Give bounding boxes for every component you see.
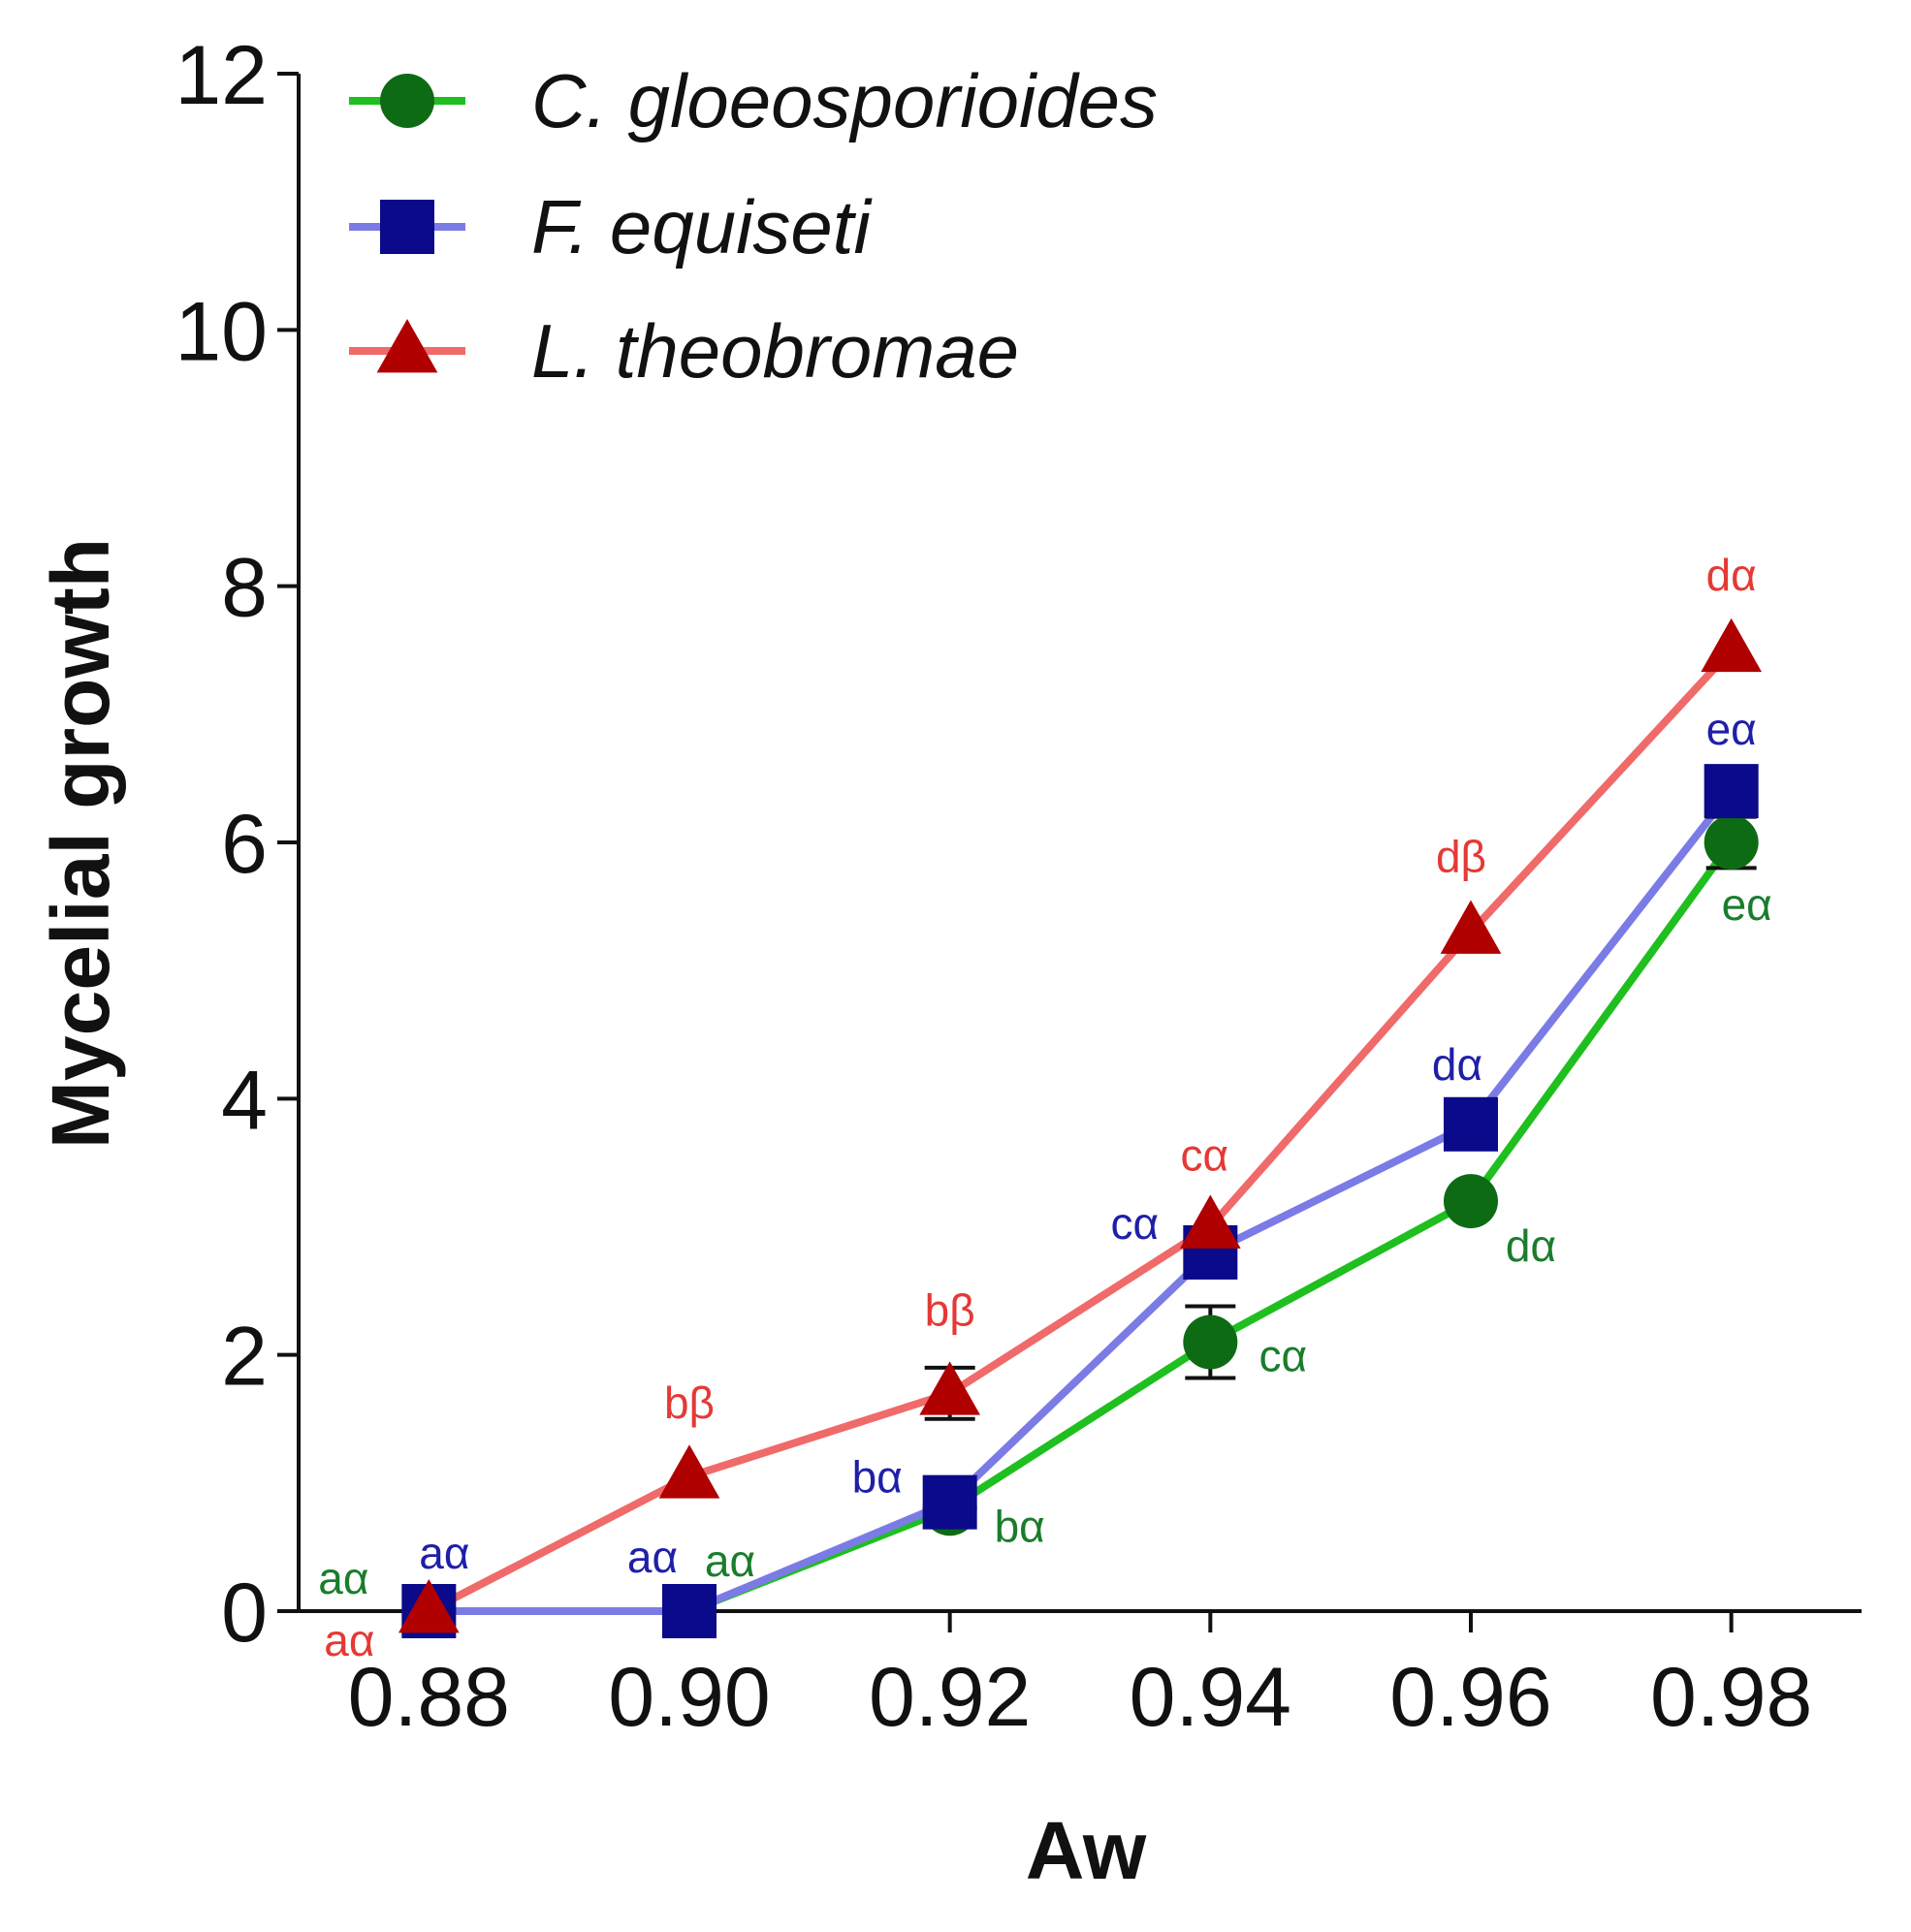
x-tick-label: 0.88 — [348, 1651, 510, 1744]
x-tick-label: 0.92 — [869, 1651, 1031, 1744]
significance-label: dα — [1506, 1220, 1556, 1271]
significance-label: eα — [1722, 879, 1772, 930]
x-tick-label: 0.90 — [608, 1651, 770, 1744]
significance-label: dα — [1706, 550, 1757, 600]
significance-label: dβ — [1436, 832, 1486, 882]
significance-label: aα — [324, 1615, 374, 1665]
data-point-square — [1704, 764, 1759, 819]
legend-item: L. theobromae — [349, 308, 1019, 394]
y-tick-label: 6 — [221, 798, 268, 891]
data-point-square — [662, 1584, 717, 1638]
significance-label: cα — [1259, 1330, 1308, 1380]
significance-label: cα — [1111, 1198, 1160, 1249]
significance-label: cα — [1181, 1130, 1229, 1181]
data-point-triangle — [1179, 1194, 1241, 1249]
data-point-circle — [1183, 1314, 1238, 1370]
data-point-circle — [1704, 815, 1759, 870]
significance-label: bα — [852, 1452, 903, 1503]
y-tick-label: 4 — [221, 1054, 268, 1147]
x-axis-title: Aw — [1026, 1805, 1147, 1896]
y-tick-label: 0 — [221, 1567, 268, 1660]
significance-label: aα — [318, 1553, 368, 1603]
data-point-square — [1444, 1096, 1498, 1152]
y-tick-label: 12 — [175, 29, 268, 122]
y-tick-label: 2 — [221, 1311, 268, 1404]
data-point-triangle — [1440, 900, 1502, 954]
significance-label: bβ — [664, 1378, 715, 1428]
x-tick-label: 0.96 — [1389, 1651, 1551, 1744]
legend-item: C. gloeosporioides — [349, 58, 1158, 143]
data-point-square — [380, 200, 434, 254]
significance-label: aα — [627, 1532, 678, 1582]
series-lines — [427, 648, 1735, 1615]
y-axis-title: Mycelial growth — [35, 538, 126, 1149]
legend-item: F. equiseti — [349, 184, 873, 269]
error-bars — [924, 776, 1757, 1421]
legend-label: F. equiseti — [531, 184, 873, 269]
significance-label: bβ — [925, 1284, 975, 1335]
legend-label: L. theobromae — [531, 308, 1019, 394]
significance-label: eα — [1706, 704, 1757, 754]
axes: 0 2 4 6 8 10 12 0.88 0.90 0.92 0.94 0.96 0.98 — [175, 29, 1862, 1744]
data-point-triangle — [658, 1444, 720, 1499]
legend: C. gloeosporioides F. equiseti L. theobrom… — [349, 58, 1158, 394]
significance-label: bα — [995, 1501, 1045, 1551]
data-point-triangle — [376, 319, 438, 373]
significance-label: aα — [419, 1528, 469, 1578]
significance-label: dα — [1432, 1039, 1482, 1090]
series-markers — [398, 618, 1763, 1638]
data-point-square — [922, 1474, 977, 1530]
data-point-triangle — [919, 1361, 981, 1415]
y-tick-label: 10 — [175, 285, 268, 378]
data-point-circle — [380, 74, 434, 128]
legend-label: C. gloeosporioides — [531, 58, 1158, 143]
data-point-circle — [1444, 1174, 1498, 1229]
x-tick-label: 0.98 — [1650, 1651, 1812, 1744]
x-tick-label: 0.94 — [1130, 1651, 1291, 1744]
data-point-triangle — [1701, 618, 1763, 673]
y-tick-label: 8 — [221, 542, 268, 635]
series-line — [427, 648, 1735, 1615]
series-line — [429, 788, 1735, 1615]
data-point-triangle — [398, 1579, 460, 1633]
significance-label: aα — [705, 1536, 755, 1586]
